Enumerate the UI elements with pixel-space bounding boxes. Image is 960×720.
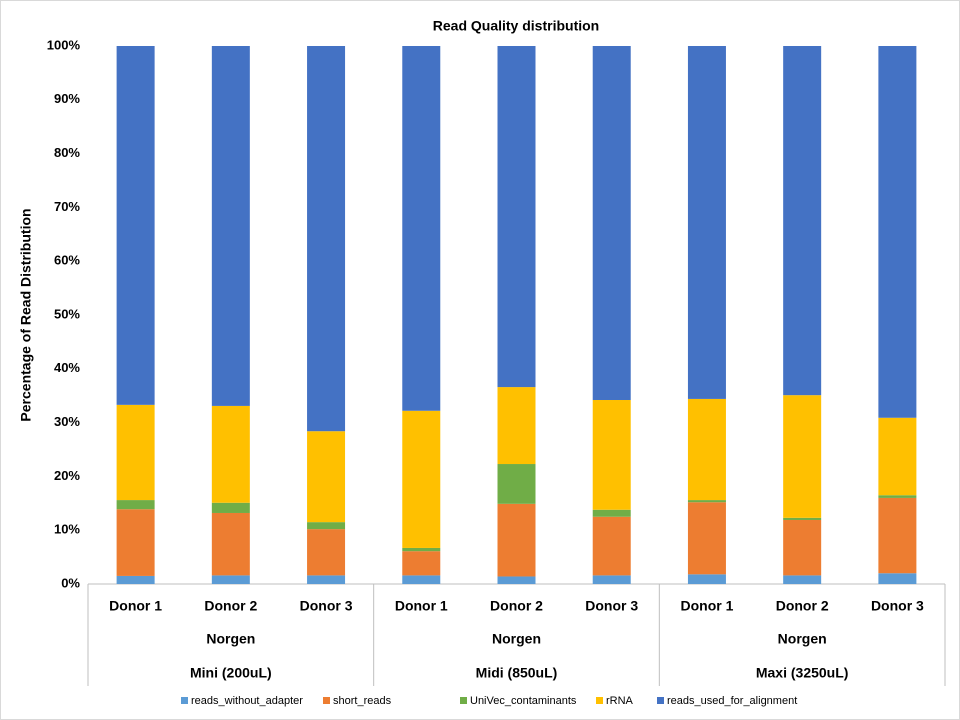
bar-segment	[211, 46, 250, 406]
bar-segment	[783, 395, 822, 518]
y-tick-label: 40%	[54, 360, 80, 375]
x-tick-label: Donor 3	[871, 598, 924, 614]
y-tick-label: 60%	[54, 253, 80, 268]
bar-segment	[783, 46, 822, 396]
bar-segment	[878, 417, 917, 496]
legend-label: reads_without_adapter	[191, 695, 303, 707]
x-tick-label: Donor 3	[300, 598, 353, 614]
bar-segment	[307, 431, 346, 523]
bar-segment	[687, 46, 726, 399]
y-tick-label: 90%	[54, 91, 80, 106]
bar-segment	[878, 495, 917, 498]
legend-label: UniVec_contaminants	[470, 695, 577, 707]
bar-segment	[592, 516, 631, 576]
y-axis-label: Percentage of Read Distribution	[18, 208, 34, 421]
y-tick-label: 0%	[61, 575, 80, 590]
bar-segment	[402, 575, 441, 584]
legend-label: short_reads	[333, 695, 392, 707]
group-name: Maxi (3250uL)	[756, 665, 849, 681]
bar-segment	[211, 512, 250, 576]
bar-segment	[116, 509, 155, 576]
x-tick-label: Donor 3	[585, 598, 638, 614]
y-tick-label: 50%	[54, 306, 80, 321]
bar-segment	[592, 400, 631, 510]
group-name: Midi (850uL)	[476, 665, 558, 681]
x-tick-label: Donor 2	[776, 598, 829, 614]
bar-segment	[116, 404, 155, 501]
x-tick-label: Donor 1	[395, 598, 448, 614]
bar-segment	[878, 573, 917, 584]
group-label: Norgen	[492, 631, 541, 647]
bar-segment	[592, 575, 631, 584]
bar-segment	[687, 500, 726, 503]
bar-segment	[307, 46, 346, 432]
bar-segment	[211, 405, 250, 503]
bar-segment	[116, 575, 155, 584]
bar-segment	[211, 575, 250, 584]
bar-segment	[402, 547, 441, 552]
group-label: Norgen	[778, 631, 827, 647]
bar-segment	[687, 574, 726, 584]
y-tick-label: 70%	[54, 199, 80, 214]
y-tick-label: 80%	[54, 145, 80, 160]
bar-segment	[497, 503, 536, 577]
legend-marker	[460, 697, 467, 704]
bar-segment	[497, 464, 536, 504]
bar-segment	[783, 517, 822, 520]
y-tick-label: 20%	[54, 468, 80, 483]
legend-marker	[181, 697, 188, 704]
x-tick-label: Donor 2	[490, 598, 543, 614]
bar-segment	[878, 497, 917, 574]
x-tick-label: Donor 2	[204, 598, 257, 614]
x-tick-label: Donor 1	[680, 598, 733, 614]
bar-segment	[307, 575, 346, 584]
legend-marker	[323, 697, 330, 704]
y-tick-label: 10%	[54, 522, 80, 537]
bar-segment	[307, 522, 346, 530]
bar-segment	[592, 509, 631, 517]
bar-segment	[687, 502, 726, 575]
group-label: Norgen	[206, 631, 255, 647]
bar-segment	[497, 387, 536, 465]
bar-segment	[497, 576, 536, 584]
y-tick-label: 100%	[47, 37, 81, 52]
y-tick-label: 30%	[54, 414, 80, 429]
legend-marker	[596, 697, 603, 704]
legend-label: rRNA	[606, 695, 634, 707]
bar-segment	[116, 46, 155, 405]
bar-segment	[687, 398, 726, 501]
bar-segment	[783, 519, 822, 576]
bar-segment	[878, 46, 917, 418]
bar-segment	[783, 575, 822, 584]
chart-title: Read Quality distribution	[433, 18, 599, 34]
legend-label: reads_used_for_alignment	[667, 695, 797, 707]
bar-segment	[402, 551, 441, 576]
bar-segment	[402, 410, 441, 548]
bar-segment	[211, 502, 250, 513]
bar-segment	[592, 46, 631, 401]
bar-segment	[307, 529, 346, 576]
group-name: Mini (200uL)	[190, 665, 272, 681]
x-tick-label: Donor 1	[109, 598, 162, 614]
legend-marker	[657, 697, 664, 704]
bar-segment	[402, 46, 441, 411]
bar-segment	[116, 500, 155, 510]
bar-segment	[497, 46, 536, 388]
